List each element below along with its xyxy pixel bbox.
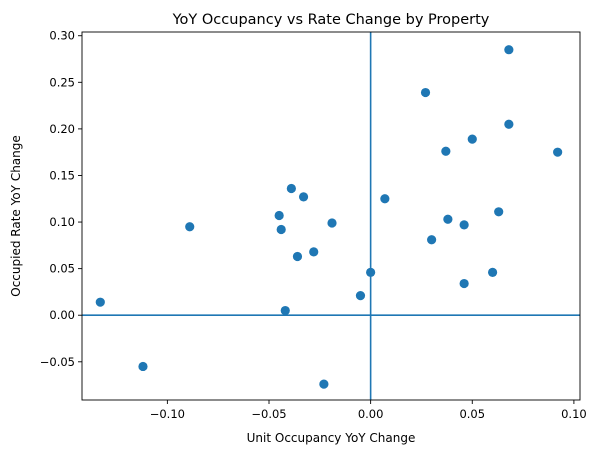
chart-title: YoY Occupancy vs Rate Change by Property: [172, 12, 490, 28]
data-point: [487, 267, 498, 277]
y-tick-label: 0.20: [49, 122, 75, 136]
y-tick-label: −0.05: [40, 355, 75, 369]
x-tick-label: 0.00: [358, 407, 384, 421]
x-tick-label: −0.05: [251, 407, 286, 421]
axes: −0.10 −0.05 0.00 0.05 0.10 −0.05 0.00 0.05 0.10 0…: [40, 29, 587, 421]
data-point: [443, 214, 453, 224]
x-tick-label: 0.05: [459, 407, 485, 421]
data-point: [280, 305, 290, 316]
data-point: [309, 247, 319, 257]
data-points: [95, 45, 563, 389]
y-tick-label: 0.30: [49, 29, 75, 43]
data-point: [366, 267, 376, 277]
data-point: [504, 45, 514, 55]
data-point: [441, 146, 451, 156]
data-point: [467, 134, 477, 144]
data-point: [298, 192, 309, 202]
data-point: [274, 210, 284, 221]
data-point: [494, 207, 504, 217]
data-point: [95, 297, 105, 307]
data-point: [380, 194, 390, 204]
data-point: [504, 119, 514, 129]
data-point: [459, 220, 469, 230]
data-point: [459, 278, 469, 289]
data-point: [355, 291, 366, 301]
y-tick-label: 0.10: [49, 215, 75, 229]
data-point: [553, 147, 563, 157]
data-point: [427, 235, 437, 245]
y-tick-label: 0.00: [49, 308, 75, 322]
y-tick-label: 0.25: [49, 75, 75, 89]
data-point: [319, 379, 329, 389]
data-point: [276, 224, 286, 235]
y-tick-label: 0.05: [49, 262, 75, 276]
x-tick-label: −0.10: [150, 407, 185, 421]
x-tick-label: 0.10: [561, 407, 587, 421]
data-point: [185, 222, 195, 232]
data-point: [420, 87, 431, 98]
reference-lines: [82, 32, 580, 400]
y-axis-label: Occupied Rate YoY Change: [9, 135, 23, 297]
data-point: [138, 361, 148, 372]
plot-frame: [81, 31, 581, 401]
data-point: [327, 218, 337, 228]
x-axis-label: Unit Occupancy YoY Change: [247, 431, 416, 445]
y-tick-label: 0.15: [49, 168, 75, 182]
data-point: [286, 183, 296, 194]
data-point: [292, 251, 303, 262]
